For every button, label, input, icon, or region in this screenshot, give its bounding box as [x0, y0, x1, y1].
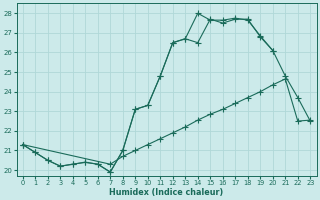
- X-axis label: Humidex (Indice chaleur): Humidex (Indice chaleur): [109, 188, 224, 197]
